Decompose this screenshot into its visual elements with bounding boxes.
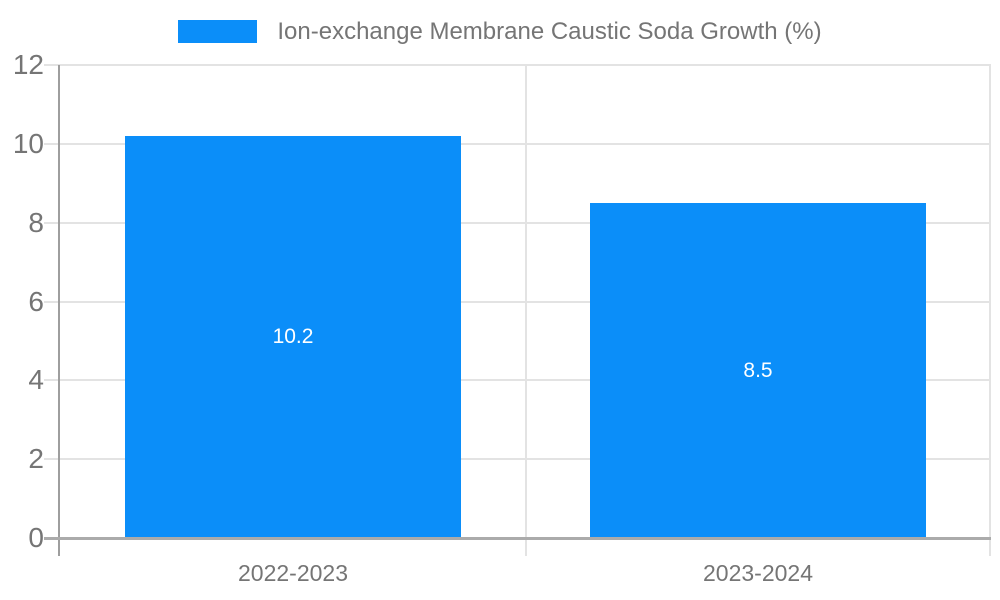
y-tick-mark	[44, 379, 60, 382]
legend-label: Ion-exchange Membrane Caustic Soda Growt…	[277, 17, 822, 45]
y-tick-mark	[44, 142, 60, 145]
y-tick-label: 0	[28, 522, 44, 553]
y-tick-label: 6	[28, 285, 44, 317]
bar-value-label: 10.2	[272, 325, 314, 348]
y-tick-label: 12	[12, 49, 44, 80]
y-tick-mark	[44, 458, 60, 461]
y-axis-line	[58, 65, 60, 556]
y-tick-label: 2	[28, 443, 44, 475]
bar-value-label: 8.5	[743, 358, 773, 382]
category-divider	[525, 65, 527, 556]
x-axis-baseline	[44, 537, 991, 540]
y-tick-mark	[44, 300, 60, 303]
y-tick-label: 10	[12, 127, 44, 159]
legend-swatch	[178, 20, 258, 43]
legend[interactable]: Ion-exchange Membrane Caustic Soda Growt…	[0, 17, 1000, 45]
y-tick-mark	[44, 221, 60, 224]
plot-area: 0 2 4 6 8 10 12 10.2 2022-2023 8.5 2023-2024	[13, 51, 991, 586]
y-tick-label: 4	[28, 364, 44, 396]
bar[interactable]: 10.2	[125, 136, 461, 538]
plot-right-border	[989, 65, 991, 556]
bar[interactable]: 8.5	[590, 203, 926, 538]
y-tick-mark	[44, 64, 60, 66]
y-tick-label: 8	[28, 206, 44, 238]
x-category-label: 2022-2023	[238, 560, 348, 586]
x-category-label: 2023-2024	[703, 560, 813, 586]
